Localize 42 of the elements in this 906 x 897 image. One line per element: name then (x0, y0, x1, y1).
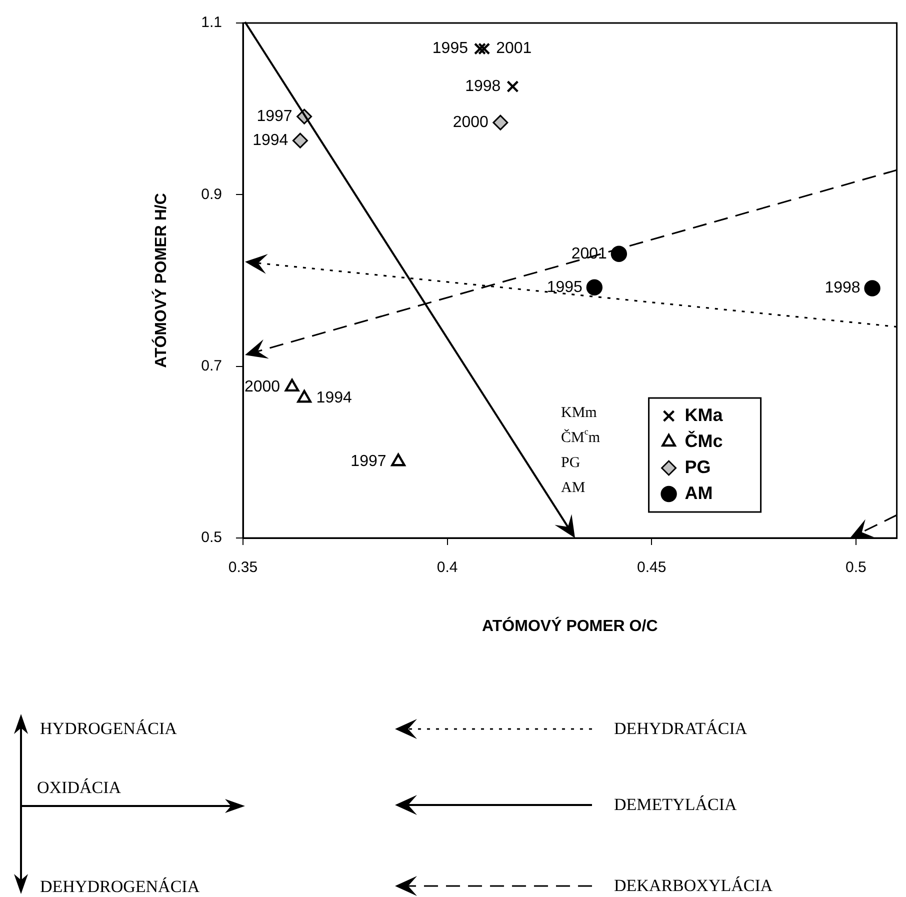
x-tick-label: 0.45 (637, 559, 666, 576)
text: DEHYDRATÁCIA (614, 719, 748, 739)
point (586, 279, 603, 296)
text: OXIDÁCIA (37, 778, 122, 798)
annotation: 1998 (824, 280, 860, 297)
annotation: 1995 (546, 278, 583, 296)
text: HYDROGENÁCIA (40, 719, 177, 739)
annotation: 2000 (452, 114, 489, 131)
point (492, 114, 508, 130)
annotation: 1997 (256, 108, 292, 125)
annotation: 1994 (316, 390, 352, 406)
point (864, 280, 880, 296)
y-tick-label: 0.5 (201, 529, 222, 546)
x-tick-label: 0.35 (228, 559, 258, 576)
x-axis-title: ATÓMOVÝ POMER O/C (482, 616, 658, 635)
annotation: 1995 (432, 40, 468, 58)
text: DEMETYLÁCIA (614, 795, 737, 815)
y-tick-label: 0.9 (201, 186, 222, 203)
text: DEKARBOXYLÁCIA (614, 876, 773, 896)
annotation: 2000 (244, 378, 280, 396)
annotation: 2001 (496, 40, 532, 58)
legend-label: ČMc (684, 430, 723, 451)
x-tick-label: 0.4 (436, 559, 458, 576)
point (474, 42, 486, 55)
annotation: 1998 (465, 78, 501, 95)
y-axis-title: ATÓMOVÝ POMER H/C (151, 192, 170, 368)
annotation: 2001 (571, 245, 608, 262)
x-tick-label: 0.5 (846, 559, 866, 576)
point (391, 454, 406, 466)
y-tick-label: 1.1 (201, 14, 222, 32)
legend-label: AM (684, 482, 713, 503)
point (506, 80, 519, 93)
point (610, 246, 628, 262)
legend-label: KMa (684, 404, 724, 425)
point (292, 132, 308, 148)
text: DEHYDROGENÁCIA (40, 877, 200, 897)
annotation: 1997 (350, 453, 386, 470)
point (297, 390, 312, 403)
point (284, 378, 300, 392)
annotation: 1994 (252, 132, 288, 149)
y-tick-label: 0.7 (201, 357, 222, 374)
legend-label: PG (684, 456, 711, 477)
